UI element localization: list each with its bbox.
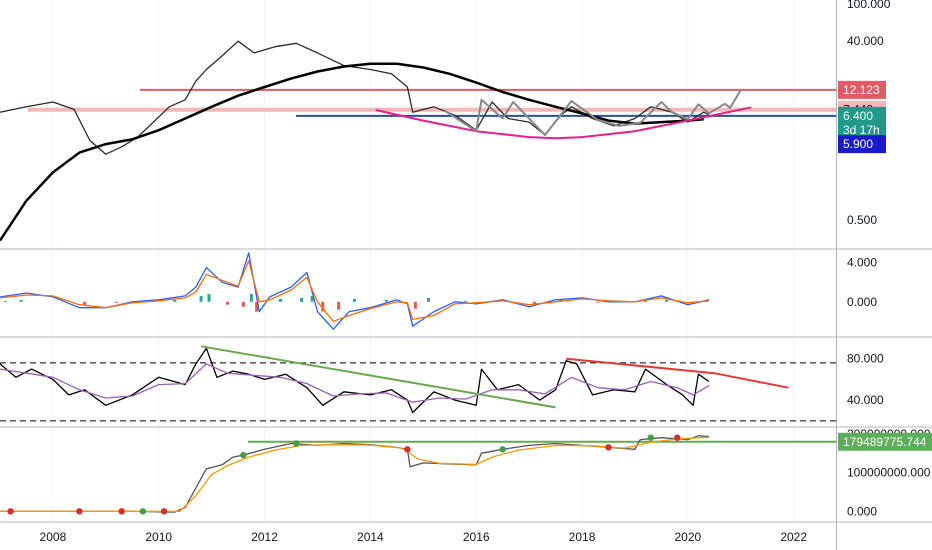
price-trendline-1[interactable] [443,89,742,136]
macd-histogram-bar-22 [532,301,536,304]
macd-histogram-bar-26 [665,299,669,302]
macd-histogram-bar-20 [464,300,468,302]
price-price-tag-label-0: 12.123 [843,83,880,97]
obv-marker-0-3 [160,508,168,515]
macd-histogram-bar-2 [83,301,87,305]
time-axis-label-6: 2020 [674,530,701,544]
macd-histogram-bar-15 [337,301,341,310]
obv-marker-1-0 [139,508,147,515]
rsi-trendline-0[interactable] [200,345,556,409]
macd-histogram-bar-7 [226,301,230,305]
time-axis-label-1: 2010 [145,530,172,544]
macd-histogram-bar-12 [300,297,304,302]
macd-histogram-bar-14 [321,301,325,312]
obv-y-tick-label-2: 0.000 [847,504,877,518]
macd-histogram-bar-11 [278,298,282,302]
macd-histogram-bar-24 [596,301,600,303]
time-axis[interactable]: 2008 2010 2012 2014 2016 2018 2020 2022 [0,521,932,544]
time-axis-label-7: 2022 [780,530,807,544]
macd-histogram-bar-10 [255,301,259,312]
macd-histogram-bar-8 [241,301,245,307]
panel-rsi[interactable]: 80.000 40.000 [0,345,932,428]
obv-marker-0-1 [76,508,83,515]
obv-marker-0-4 [404,446,411,453]
macd-histogram-bar-6 [207,293,211,302]
price-y-tick-label-0: 100.000 [847,0,891,11]
price-y-tick-label-1: 40.000 [847,34,884,48]
obv-price-tag-label-0: 179489775.744 [843,435,927,449]
obv-series-line-1[interactable] [0,436,710,512]
price-price-tag-label-4: 5.900 [843,137,873,151]
time-axis-label-4: 2016 [463,530,490,544]
price-price-tag-0 [838,80,886,99]
macd-y-tick-label-0: 4.000 [847,256,877,270]
rsi-y-tick-label-0: 80.000 [847,352,884,366]
macd-y-tick-label-1: 0.000 [847,295,877,309]
macd-histogram-bar-13 [310,295,314,302]
price-price-tag-label-3: 3d 17h [843,123,880,137]
macd-histogram-bar-0 [3,300,7,302]
obv-marker-0-6 [674,434,681,441]
price-price-tag-label-2: 6.400 [843,109,873,123]
macd-histogram-bar-18 [413,301,417,309]
macd-histogram-bar-3 [114,301,118,303]
rsi-series-line-1[interactable] [0,363,710,403]
macd-histogram-bar-1 [19,299,23,302]
macd-histogram-bar-25 [644,300,648,302]
price-y-tick-label-2: 0.500 [847,213,877,227]
macd-series-line-0[interactable] [0,252,710,330]
rsi-series-line-0[interactable] [0,347,710,414]
panel-macd[interactable]: 4.000 0.000 [0,252,932,338]
price-trendline-0[interactable] [375,106,752,140]
time-axis-label-0: 2008 [40,530,67,544]
time-axis-label-3: 2014 [357,530,384,544]
macd-series-line-1[interactable] [0,260,710,322]
obv-marker-1-4 [647,434,655,441]
obv-marker-0-0 [7,508,14,515]
obv-price-tag-0 [838,432,932,451]
price-price-tag-2 [838,106,886,125]
obv-marker-0-5 [605,444,612,451]
price-price-tag-3 [838,121,886,140]
time-axis-label-5: 2018 [569,530,596,544]
obv-series-line-0[interactable] [0,435,710,513]
macd-histogram-bar-16 [353,298,357,302]
obv-marker-1-2 [293,440,300,447]
macd-histogram-bar-5 [199,295,203,302]
rsi-trendline-1[interactable] [566,357,789,389]
macd-histogram-bar-19 [427,297,431,302]
obv-marker-0-2 [118,508,125,515]
macd-histogram-bar-9 [249,293,253,302]
rsi-y-tick-label-1: 40.000 [847,393,884,407]
macd-histogram-bar-17 [384,299,388,302]
macd-histogram-bar-4 [173,299,177,302]
time-axis-label-2: 2012 [251,530,278,544]
obv-marker-1-1 [240,451,247,459]
price-price-tag-4 [838,135,886,154]
obv-marker-1-3 [499,446,506,453]
obv-y-tick-label-1: 100000000.000 [847,466,931,480]
